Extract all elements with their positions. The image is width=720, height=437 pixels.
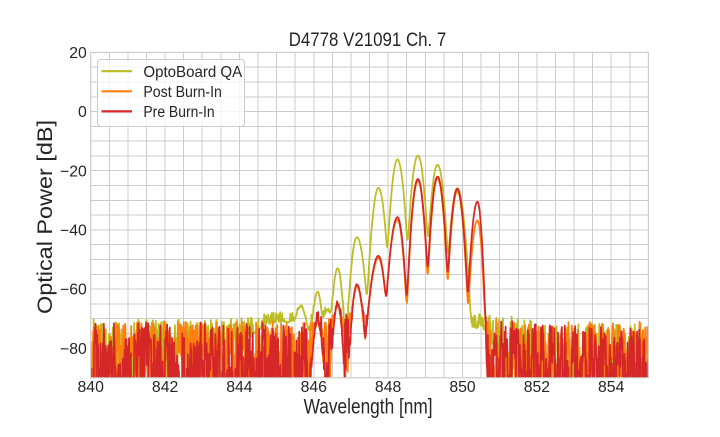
svg-text:−80: −80 bbox=[60, 341, 87, 358]
svg-text:OptoBoard QA: OptoBoard QA bbox=[143, 64, 242, 81]
svg-text:Pre Burn-In: Pre Burn-In bbox=[143, 104, 214, 121]
svg-text:0: 0 bbox=[78, 104, 87, 121]
svg-text:−40: −40 bbox=[60, 223, 87, 240]
svg-text:−20: −20 bbox=[60, 163, 87, 180]
svg-text:−60: −60 bbox=[60, 282, 87, 299]
svg-text:842: 842 bbox=[152, 379, 178, 396]
svg-text:840: 840 bbox=[78, 379, 105, 396]
svg-text:Post Burn-In: Post Burn-In bbox=[143, 84, 222, 101]
svg-text:844: 844 bbox=[226, 379, 253, 396]
svg-text:848: 848 bbox=[375, 379, 402, 396]
svg-text:Wavelength [nm]: Wavelength [nm] bbox=[304, 395, 433, 419]
svg-text:850: 850 bbox=[449, 379, 476, 396]
svg-text:852: 852 bbox=[524, 379, 550, 396]
svg-text:854: 854 bbox=[598, 379, 625, 396]
svg-text:D4778 V21091 Ch. 7: D4778 V21091 Ch. 7 bbox=[289, 29, 447, 51]
svg-text:Optical Power [dB]: Optical Power [dB] bbox=[33, 120, 57, 314]
svg-text:20: 20 bbox=[69, 45, 87, 62]
svg-text:846: 846 bbox=[301, 379, 328, 396]
